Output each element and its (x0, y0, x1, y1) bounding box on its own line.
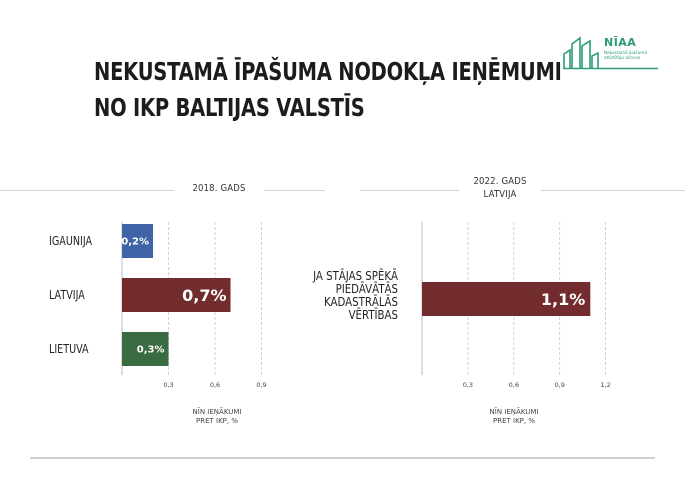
right-axis-note: NĪN IEŅĀKUMI PRET IKP, % (474, 408, 554, 426)
logo-name: NĪAA (604, 36, 637, 49)
left-bar (122, 278, 231, 312)
left-bar (122, 224, 153, 258)
right-axis-note-line2: PRET IKP, % (493, 417, 535, 425)
left-category-label: LIETUVA (49, 342, 89, 356)
left-bar-value-label: 0,7% (182, 286, 226, 305)
left-panel-header: 2018. GADS (173, 183, 265, 194)
right-category-label-line: JA STĀJAS SPĒKĀ (312, 269, 398, 283)
title-line-2: NO IKP BALTIJAS VALSTĪS (94, 93, 365, 122)
left-category-label: LATVIJA (49, 288, 85, 302)
right-tick-label: 0,3 (463, 381, 473, 389)
right-tick-label: 0,6 (509, 381, 519, 389)
left-bar-value-label: 0,3% (137, 345, 165, 356)
right-tick-label: 0,9 (555, 381, 565, 389)
right-bar-value-label: 1,1% (541, 290, 585, 309)
left-axis-note-line2: PRET IKP, % (196, 417, 238, 425)
right-panel-header-country: LATVIJA (483, 189, 517, 200)
bottom-rule (30, 457, 655, 459)
right-category-label-line: VĒRTĪBAS (349, 308, 398, 322)
niaa-logo (563, 36, 658, 70)
left-tick-label: 0,3 (163, 381, 173, 389)
left-header-divider (0, 190, 325, 191)
right-tick-label: 1,2 (600, 381, 610, 389)
right-category-label-line: KADASTRĀLĀS (324, 295, 398, 309)
logo-subtitle: Nekustamā īpašuma attīstītāju alianse (604, 50, 647, 60)
right-axis-note-line1: NĪN IEŅĀKUMI (489, 408, 539, 416)
right-panel-header: 2022. GADS LATVIJA (459, 175, 541, 201)
right-bar (422, 282, 591, 316)
left-axis-note: NĪN IEŅĀKUMI PRET IKP, % (177, 408, 257, 426)
right-panel-header-year: 2022. GADS (473, 176, 527, 187)
left-bar-value-label: 0,2% (121, 237, 149, 248)
right-category-label-line: PIEDĀVĀTĀS (336, 282, 398, 296)
title-line-1: NEKUSTAMĀ ĪPAŠUMA NODOKĻA IEŅĒMUMI (94, 57, 562, 86)
left-tick-label: 0,6 (210, 381, 220, 389)
page-title: NEKUSTAMĀ ĪPAŠUMA NODOKĻA IEŅĒMUMI NO IK… (94, 54, 562, 126)
left-tick-label: 0,9 (256, 381, 266, 389)
left-bar (122, 332, 169, 366)
left-axis-note-line1: NĪN IEŅĀKUMI (192, 408, 242, 416)
left-category-label: IGAUNIJA (49, 234, 93, 248)
